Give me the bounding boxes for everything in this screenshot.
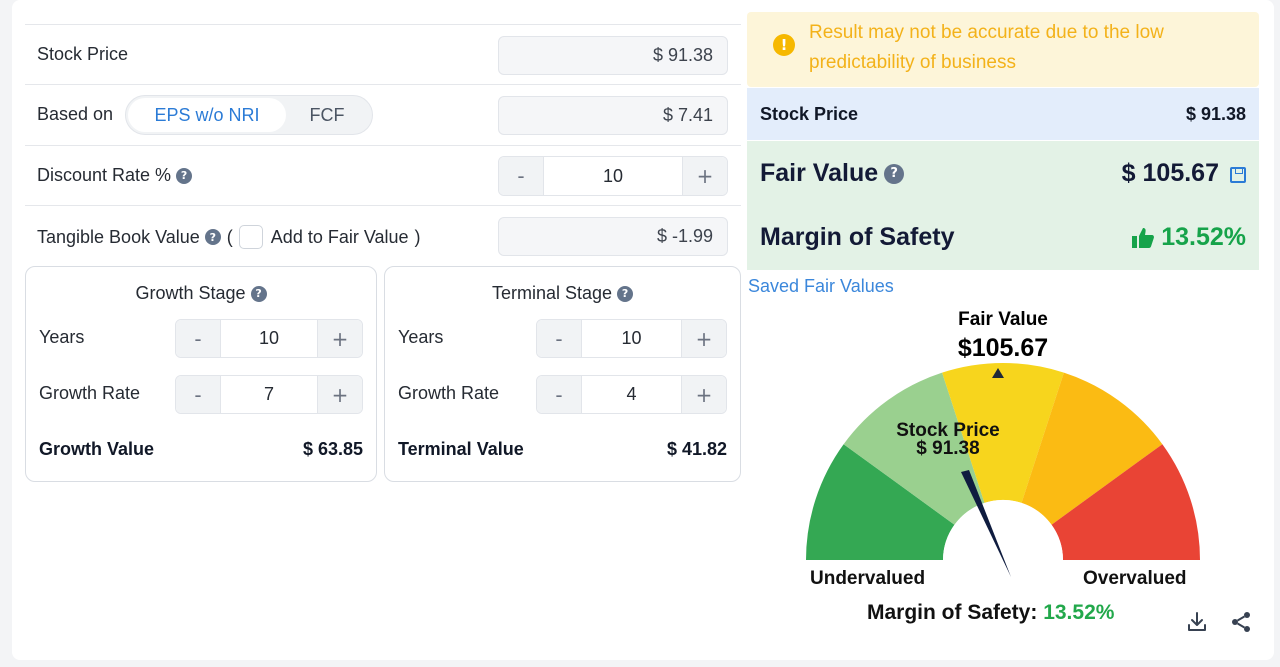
- gauge-margin-of-safety: Margin of Safety: 13.52%: [867, 601, 1114, 625]
- decrement-button[interactable]: -: [537, 376, 581, 413]
- valuation-gauge: Fair Value $105.67 Stock Price $ 91.38 U…: [747, 300, 1259, 640]
- growth-rate-input[interactable]: 7: [220, 376, 318, 413]
- gauge-fair-value-amount: $105.67: [957, 334, 1049, 362]
- help-icon[interactable]: ?: [884, 163, 905, 184]
- terminal-stage-panel: Terminal Stage ? Years - 10 + Growth Rat…: [384, 266, 741, 482]
- growth-value-label: Growth Value: [39, 439, 155, 459]
- download-icon[interactable]: [1185, 610, 1209, 634]
- decrement-button[interactable]: -: [176, 320, 220, 357]
- gauge-segment-under: [843, 372, 985, 525]
- saved-fair-values-link[interactable]: Saved Fair Values: [748, 276, 894, 296]
- terminal-rate-stepper: - 4 +: [536, 375, 727, 414]
- discount-rate-input[interactable]: 10: [543, 157, 683, 195]
- help-icon[interactable]: ?: [250, 285, 267, 302]
- stock-price-summary: Stock Price $ 91.38: [747, 88, 1259, 140]
- help-icon[interactable]: ?: [617, 285, 634, 302]
- decrement-button[interactable]: -: [537, 320, 581, 357]
- tangible-book-field: $ -1.99: [498, 217, 728, 256]
- based-on-row: Based on EPS w/o NRI FCF $ 7.41: [25, 84, 741, 144]
- fair-value-marker-icon: [992, 368, 1004, 378]
- growth-years-stepper: - 10 +: [175, 319, 363, 358]
- decrement-button[interactable]: -: [176, 376, 220, 413]
- help-icon[interactable]: ?: [204, 229, 221, 245]
- growth-years-input[interactable]: 10: [220, 320, 318, 357]
- tangible-book-label: Tangible Book Value ? ( Add to Fair Valu…: [37, 225, 421, 249]
- stock-price-label: Stock Price: [37, 44, 129, 64]
- terminal-years-input[interactable]: 10: [581, 320, 682, 357]
- option-eps-wo-nri[interactable]: EPS w/o NRI: [128, 98, 286, 132]
- terminal-value: $ 41.82: [666, 439, 727, 459]
- terminal-value-label: Terminal Value: [398, 439, 524, 459]
- tangible-book-text: Tangible Book Value: [37, 226, 200, 247]
- fair-value-amount: $ 105.67: [1121, 159, 1219, 187]
- margin-of-safety-pct: 13.52%: [1161, 223, 1246, 251]
- add-to-fair-value-label: Add to Fair Value: [270, 226, 409, 247]
- warning-icon: !: [773, 34, 795, 56]
- option-fcf[interactable]: FCF: [309, 104, 345, 125]
- eps-field: $ 7.41: [498, 96, 728, 135]
- increment-button[interactable]: +: [682, 376, 726, 413]
- open-paren: (: [226, 226, 233, 247]
- stock-price-field: $ 91.38: [498, 36, 728, 75]
- gauge-stock-price-value: $ 91.38: [916, 438, 979, 459]
- growth-rate-stepper: - 7 +: [175, 375, 363, 414]
- warning-text: Result may not be accurate due to the lo…: [809, 22, 1164, 73]
- terminal-rate-label: Growth Rate: [398, 383, 500, 403]
- discount-rate-row: Discount Rate % ? - 10 +: [25, 145, 741, 205]
- gauge-segment-fair: [942, 363, 1064, 503]
- gauge-segment-over: [1021, 372, 1163, 525]
- growth-stage-title: Growth Stage ?: [26, 283, 376, 304]
- terminal-years-label: Years: [398, 327, 444, 347]
- growth-value: $ 63.85: [302, 439, 363, 459]
- gauge-fair-value-label: Fair Value: [958, 309, 1048, 330]
- stock-price-row: Stock Price $ 91.38: [25, 24, 741, 84]
- overvalued-label: Overvalued: [1083, 568, 1187, 589]
- increment-button[interactable]: +: [682, 320, 726, 357]
- thumbs-up-icon: [1132, 227, 1155, 248]
- gauge-mos-value: 13.52%: [1043, 601, 1115, 624]
- terminal-stage-title-text: Terminal Stage: [491, 283, 613, 303]
- stock-price-summary-value: $ 91.38: [1185, 104, 1246, 124]
- decrement-button[interactable]: -: [499, 157, 543, 195]
- gauge-mos-label: Margin of Safety:: [867, 601, 1038, 624]
- growth-years-label: Years: [39, 327, 85, 347]
- warning-banner: ! Result may not be accurate due to the …: [747, 12, 1259, 87]
- discount-rate-label: Discount Rate % ?: [37, 165, 193, 186]
- gauge-stock-price-label: Stock Price: [896, 420, 1000, 441]
- increment-button[interactable]: +: [683, 157, 727, 195]
- gauge-hub: [943, 500, 1063, 590]
- based-on-toggle: EPS w/o NRI FCF: [125, 95, 373, 135]
- fair-value-summary: Fair Value ? $ 105.67 Margin of Safety 1…: [747, 141, 1259, 270]
- based-on-label: Based on: [37, 104, 114, 124]
- discount-rate-text: Discount Rate %: [37, 165, 172, 185]
- margin-of-safety-label: Margin of Safety: [760, 223, 955, 251]
- close-paren: ): [414, 226, 421, 247]
- terminal-rate-input[interactable]: 4: [581, 376, 682, 413]
- share-icon[interactable]: [1229, 610, 1253, 634]
- stock-price-summary-label: Stock Price: [760, 104, 859, 124]
- growth-rate-label: Growth Rate: [39, 383, 141, 403]
- terminal-stage-title: Terminal Stage ?: [385, 283, 740, 304]
- add-to-fair-value-checkbox[interactable]: [238, 225, 263, 249]
- increment-button[interactable]: +: [318, 376, 362, 413]
- growth-stage-title-text: Growth Stage: [135, 283, 246, 303]
- gauge-segment-strong-under: [806, 444, 955, 560]
- terminal-years-stepper: - 10 +: [536, 319, 727, 358]
- fair-value-label-text: Fair Value: [760, 159, 879, 187]
- save-icon[interactable]: [1230, 167, 1246, 183]
- discount-rate-stepper: - 10 +: [498, 156, 728, 196]
- tangible-book-row: Tangible Book Value ? ( Add to Fair Valu…: [25, 205, 741, 265]
- growth-stage-panel: Growth Stage ? Years - 10 + Growth Rate …: [25, 266, 377, 482]
- margin-of-safety-value: 13.52%: [1131, 223, 1246, 252]
- gauge-svg: Stock Price $ 91.38: [806, 363, 1200, 590]
- increment-button[interactable]: +: [318, 320, 362, 357]
- gauge-segment-strong-over: [1051, 444, 1200, 560]
- gauge-needle: [961, 470, 1011, 577]
- fair-value-label: Fair Value ?: [760, 159, 905, 188]
- help-icon[interactable]: ?: [176, 167, 193, 184]
- undervalued-label: Undervalued: [810, 568, 926, 589]
